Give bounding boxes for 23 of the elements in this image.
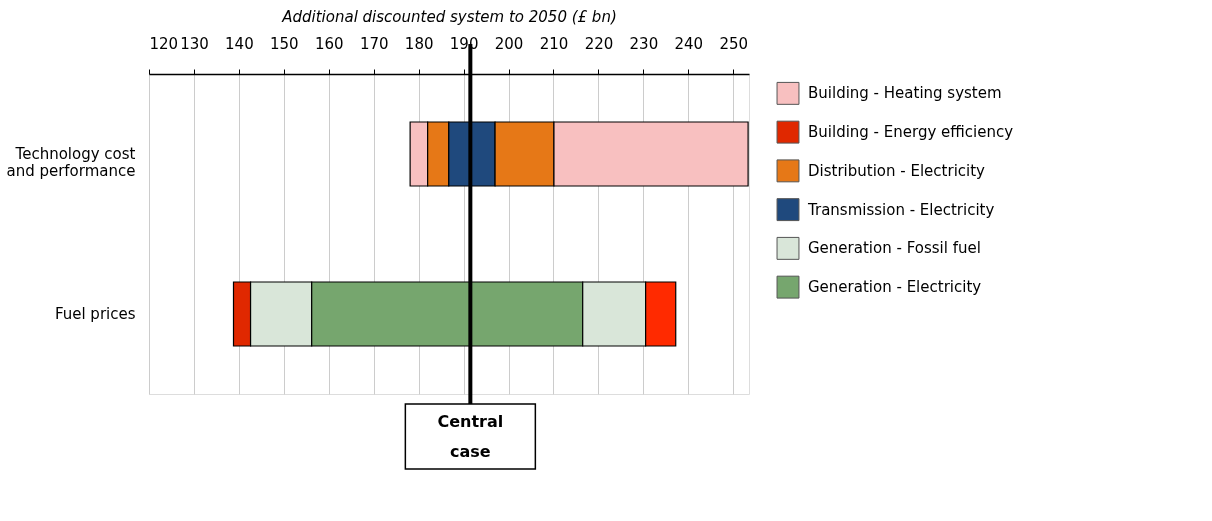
legend-label: Generation - Fossil fuel — [808, 239, 981, 258]
x-tick-label: 180 — [404, 34, 434, 53]
x-tick-label: 200 — [494, 34, 524, 53]
x-axis-title: Additional discounted system to 2050 (£ bn) — [281, 7, 617, 26]
x-tick-label: 170 — [359, 34, 389, 53]
x-tick-label: 130 — [180, 34, 209, 53]
legend-label: Distribution - Electricity — [808, 161, 986, 180]
legend-label: Generation - Electricity — [808, 278, 982, 297]
legend-label: Transmission - Electricity — [807, 200, 995, 219]
y-tick-label: Technology cost and performance — [6, 145, 136, 180]
legend-label: Building - Energy efficiency — [808, 123, 1014, 142]
x-tick-label: 230 — [629, 34, 659, 53]
y-tick-label: Fuel prices — [54, 305, 136, 323]
x-tick-label: 210 — [539, 34, 569, 53]
legend-label: Building - Heating system — [808, 84, 1002, 103]
x-tick-label: 120 — [149, 34, 179, 53]
x-tick-label: 140 — [225, 34, 254, 53]
x-tick-label: 240 — [674, 34, 704, 53]
x-tick-label: 220 — [584, 34, 614, 53]
ref-line-label: Central case — [437, 412, 504, 461]
x-tick-label: 160 — [314, 34, 344, 53]
x-tick-label: 250 — [719, 34, 749, 53]
x-tick-label: 150 — [270, 34, 299, 53]
